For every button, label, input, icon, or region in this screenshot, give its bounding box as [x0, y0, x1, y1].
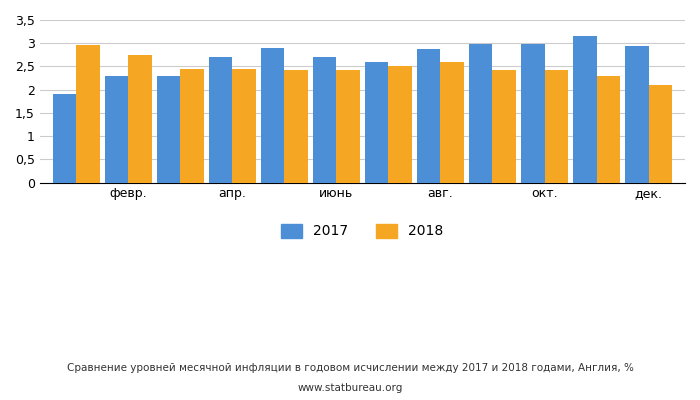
Bar: [440, 62, 464, 182]
Legend: 2017, 2018: 2017, 2018: [276, 218, 449, 244]
Bar: [493, 70, 516, 182]
Bar: [469, 44, 493, 182]
Bar: [521, 44, 545, 182]
Bar: [261, 48, 284, 182]
Bar: [209, 57, 232, 182]
Bar: [573, 36, 596, 182]
Text: www.statbureau.org: www.statbureau.org: [298, 383, 402, 393]
Bar: [128, 55, 152, 182]
Bar: [53, 94, 76, 182]
Bar: [313, 57, 337, 182]
Bar: [365, 62, 388, 182]
Bar: [337, 70, 360, 182]
Bar: [596, 76, 620, 182]
Bar: [649, 85, 672, 182]
Bar: [625, 46, 649, 182]
Bar: [389, 66, 412, 182]
Bar: [157, 76, 181, 182]
Bar: [545, 70, 568, 182]
Text: Сравнение уровней месячной инфляции в годовом исчислении между 2017 и 2018 годам: Сравнение уровней месячной инфляции в го…: [66, 363, 634, 373]
Bar: [105, 76, 128, 182]
Bar: [232, 69, 256, 182]
Bar: [417, 49, 440, 182]
Bar: [76, 45, 99, 182]
Bar: [181, 69, 204, 182]
Bar: [284, 70, 308, 182]
